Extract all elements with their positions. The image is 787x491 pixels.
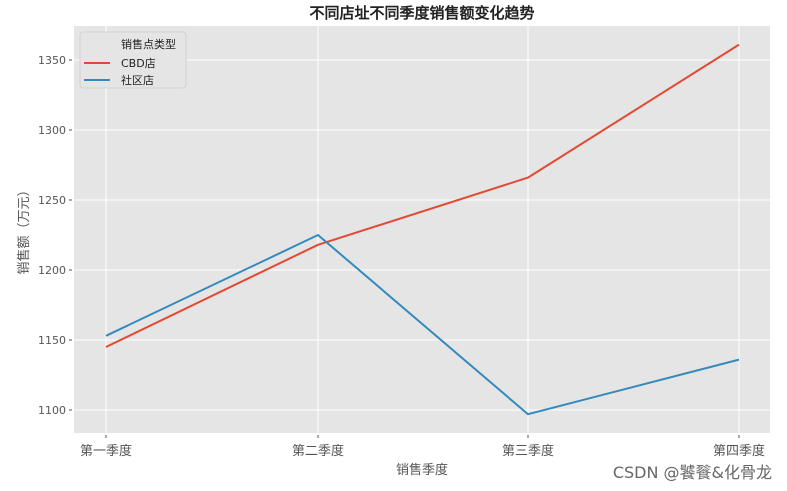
series-lines (105, 43, 740, 416)
y-tick-label: 1100 (38, 404, 66, 417)
x-axis-label: 销售季度 (396, 462, 448, 478)
legend-box (79, 31, 187, 89)
y-tick-label: 1350 (38, 54, 66, 67)
plot-area (74, 26, 770, 433)
y-tick-label: 1300 (38, 124, 66, 137)
x-tick-label: 第三季度 (502, 443, 554, 459)
legend-label-community: 社区店 (121, 73, 154, 87)
legend-label-cbd: CBD店 (121, 56, 156, 70)
y-tick-label: 1250 (38, 194, 66, 207)
x-tick-label: 第二季度 (292, 443, 344, 459)
y-tick-label: 1150 (38, 334, 66, 347)
y-axis-label: 销售额（万元） (16, 183, 32, 274)
y-tick-label: 1200 (38, 264, 66, 277)
legend: 销售点类型 CBD店 社区店 (79, 31, 187, 89)
chart-title: 不同店址不同季度销售额变化趋势 (309, 4, 534, 22)
x-axis-ticks: 第一季度 第二季度 第三季度 第四季度 (80, 435, 765, 459)
watermark: CSDN @饕餮&化骨龙 (613, 463, 772, 482)
y-axis-ticks: 1100 1150 1200 1250 1300 1350 (38, 54, 72, 417)
x-tick-label: 第一季度 (80, 443, 132, 459)
series-line-community (105, 234, 740, 416)
series-line-cbd (105, 43, 740, 348)
legend-title: 销售点类型 (121, 37, 176, 51)
grid-lines (74, 26, 770, 433)
x-tick-label: 第四季度 (713, 443, 765, 459)
